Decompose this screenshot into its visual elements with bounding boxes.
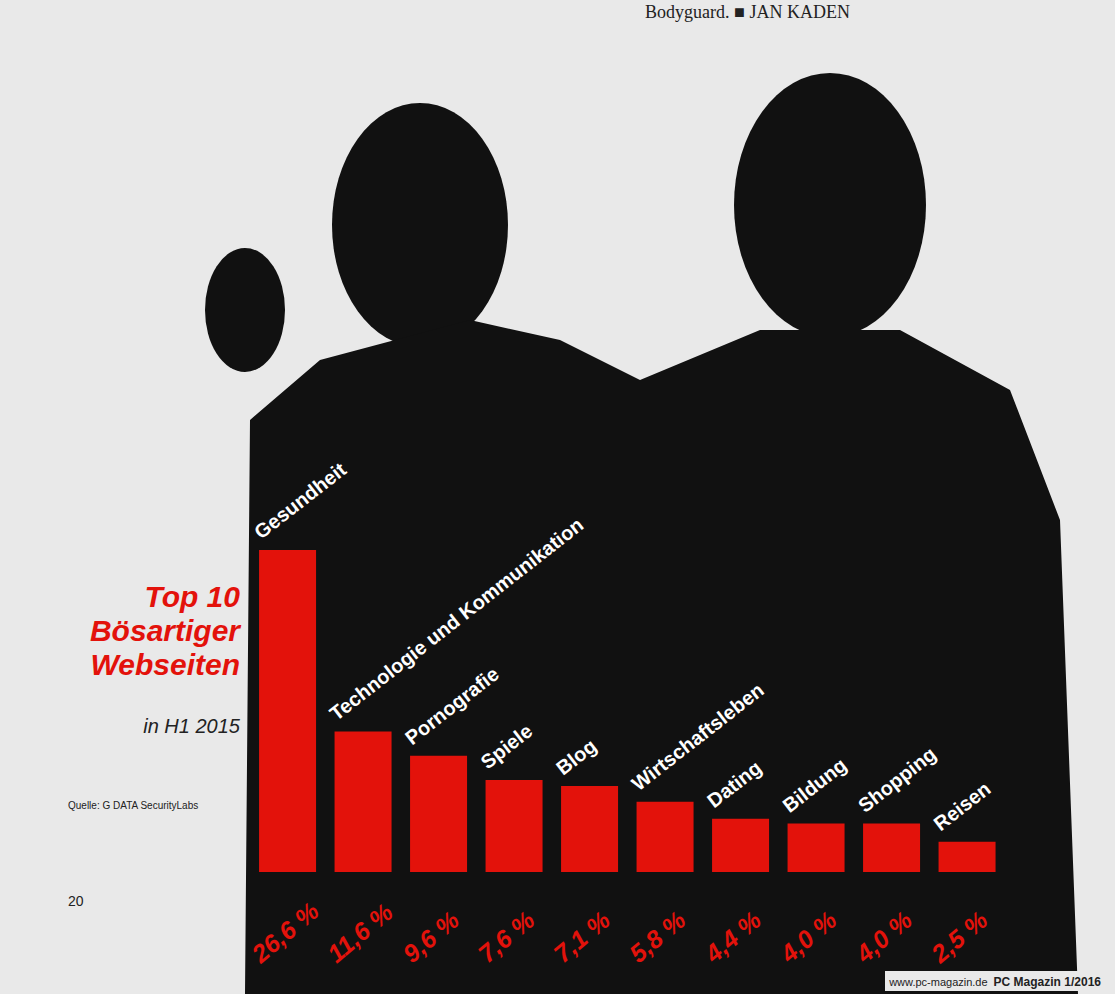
svg-text:4,0 %: 4,0 % — [850, 905, 918, 968]
svg-text:Gesundheit: Gesundheit — [250, 458, 351, 543]
svg-text:Shopping: Shopping — [854, 743, 940, 817]
svg-text:11,6 %: 11,6 % — [322, 898, 398, 968]
html-text:20: 20 — [68, 893, 84, 909]
svg-text:5,8 %: 5,8 % — [624, 905, 691, 968]
svg-text:Reisen: Reisen — [929, 777, 994, 835]
svg-text:Wirtschaftsleben: Wirtschaftsleben — [627, 678, 768, 795]
svg-text:Blog: Blog — [552, 735, 601, 780]
html-text:Bodyguard. ■ JAN KADEN: Bodyguard. ■ JAN KADEN — [645, 2, 850, 22]
svg-text:4,0 %: 4,0 % — [774, 905, 842, 968]
svg-text:Technologie und Kommunikation: Technologie und Kommunikation — [325, 513, 588, 725]
html-text:in H1 2015: in H1 2015 — [143, 715, 240, 737]
svg-text:7,1 %: 7,1 % — [548, 905, 615, 968]
svg-text:Pornografie: Pornografie — [401, 662, 503, 748]
svg-text:Bildung: Bildung — [778, 754, 850, 817]
html-text:www.pc-magazin.de: www.pc-magazin.de — [889, 976, 988, 988]
html-text:PC Magazin 1/2016: PC Magazin 1/2016 — [993, 975, 1101, 989]
svg-text:7,6 %: 7,6 % — [473, 905, 540, 968]
svg-text:9,6 %: 9,6 % — [397, 905, 464, 968]
html-text:Top 10 Bösartiger Webseiten: Top 10 Bösartiger Webseiten — [90, 580, 240, 681]
svg-text:26,6 %: 26,6 % — [246, 896, 324, 968]
svg-text:Spiele: Spiele — [476, 720, 536, 774]
svg-text:2,5 %: 2,5 % — [925, 905, 993, 968]
svg-text:Dating: Dating — [703, 756, 766, 812]
svg-text:4,4 %: 4,4 % — [699, 905, 767, 968]
html-text:Quelle: G DATA SecurityLabs: Quelle: G DATA SecurityLabs — [68, 800, 199, 811]
